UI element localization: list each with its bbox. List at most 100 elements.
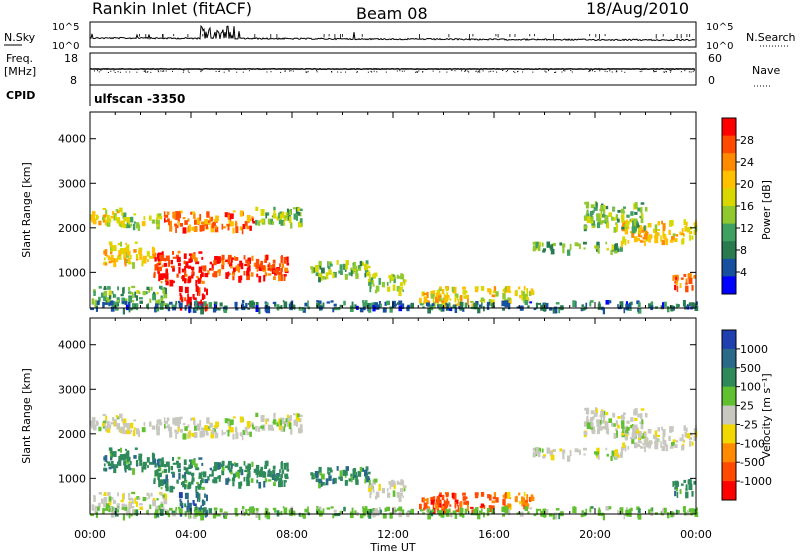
- range-cell: [194, 463, 198, 468]
- range-cell: [116, 423, 121, 430]
- range-cell: [449, 298, 452, 301]
- range-cell: [122, 287, 124, 294]
- range-cell: [688, 273, 692, 279]
- range-cell: [253, 468, 256, 473]
- range-cell: [660, 235, 662, 242]
- range-cell: [286, 208, 289, 212]
- nave-point: [684, 70, 686, 72]
- range-cell: [177, 250, 181, 254]
- range-cell: [400, 273, 403, 280]
- range-cell: [435, 296, 439, 304]
- range-cell: [403, 280, 406, 286]
- range-cell: [670, 220, 674, 226]
- range-cell: [168, 424, 170, 431]
- nave-point: [415, 71, 417, 73]
- range-cell: [175, 300, 178, 305]
- range-cell: [369, 285, 372, 293]
- range-cell: [192, 500, 195, 505]
- nave-point: [114, 72, 116, 73]
- range-cell: [138, 455, 142, 461]
- range-cell: [179, 223, 183, 227]
- nave-point: [163, 70, 165, 72]
- range-cell: [150, 492, 153, 497]
- nave-point: [589, 70, 590, 72]
- range-cell: [267, 273, 272, 276]
- nave-point: [371, 71, 373, 73]
- range-cell: [616, 224, 618, 230]
- range-cell: [333, 509, 337, 513]
- range-cell: [138, 249, 142, 255]
- range-cell: [603, 209, 606, 215]
- range-cell: [239, 432, 242, 437]
- range-cell: [583, 215, 588, 221]
- range-cell: [212, 428, 215, 435]
- range-cell: [256, 474, 259, 478]
- range-cell: [624, 434, 628, 441]
- range-cell: [180, 482, 183, 486]
- range-cell: [94, 299, 98, 303]
- range-cell: [156, 307, 160, 312]
- range-cell: [111, 290, 114, 294]
- range-cell: [177, 211, 181, 219]
- range-cell: [184, 266, 187, 273]
- range-cell: [328, 261, 332, 265]
- range-cell: [423, 296, 428, 304]
- range-cell: [232, 275, 235, 281]
- range-cell: [188, 306, 191, 314]
- range-cell: [344, 269, 347, 272]
- range-cell: [606, 453, 609, 457]
- range-cell: [106, 503, 110, 509]
- nave-point: [517, 70, 519, 72]
- nave-point: [292, 70, 294, 72]
- range-cell: [92, 211, 96, 217]
- range-cell: [301, 429, 303, 433]
- range-cell: [246, 473, 251, 478]
- range-cell: [654, 430, 658, 437]
- range-cell: [161, 301, 165, 305]
- range-cell: [210, 431, 215, 439]
- range-cell: [162, 494, 165, 498]
- range-cell: [327, 472, 331, 476]
- range-cell: [454, 307, 458, 313]
- nave-point: [545, 71, 547, 73]
- range-cell: [167, 512, 171, 518]
- range-cell: [478, 510, 482, 514]
- range-cell: [278, 271, 283, 275]
- range-cell: [120, 241, 122, 247]
- colorbar-tick-label: -500: [740, 456, 765, 469]
- range-cell: [169, 432, 173, 438]
- range-cell: [177, 424, 180, 429]
- range-cell: [102, 207, 107, 210]
- range-cell: [633, 218, 638, 226]
- range-cell: [336, 260, 339, 265]
- range-cell: [148, 421, 152, 427]
- range-cell: [299, 218, 303, 223]
- range-cell: [555, 508, 560, 511]
- nsearch-point: [589, 34, 591, 37]
- range-cell: [318, 300, 322, 304]
- range-cell: [688, 437, 693, 441]
- range-cell: [684, 227, 688, 230]
- range-cell: [507, 297, 511, 301]
- range-cell: [577, 449, 581, 453]
- range-cell: [283, 274, 287, 277]
- range-cell: [685, 221, 688, 226]
- range-cell: [360, 261, 364, 266]
- range-cell: [232, 433, 235, 440]
- range-cell: [237, 471, 240, 479]
- range-cell: [550, 455, 555, 461]
- nave-point: [439, 71, 441, 73]
- range-cell: [178, 302, 183, 308]
- range-cell: [297, 413, 300, 418]
- range-cell: [362, 506, 364, 509]
- range-cell: [438, 304, 443, 311]
- nave-point: [666, 71, 667, 73]
- range-cell: [432, 503, 435, 510]
- range-cell: [695, 507, 698, 512]
- nave-point: [594, 71, 596, 72]
- range-cell: [106, 214, 110, 221]
- range-cell: [157, 213, 162, 218]
- colorbar-swatch: [722, 481, 736, 501]
- range-cell: [278, 425, 282, 431]
- range-cell: [235, 471, 239, 478]
